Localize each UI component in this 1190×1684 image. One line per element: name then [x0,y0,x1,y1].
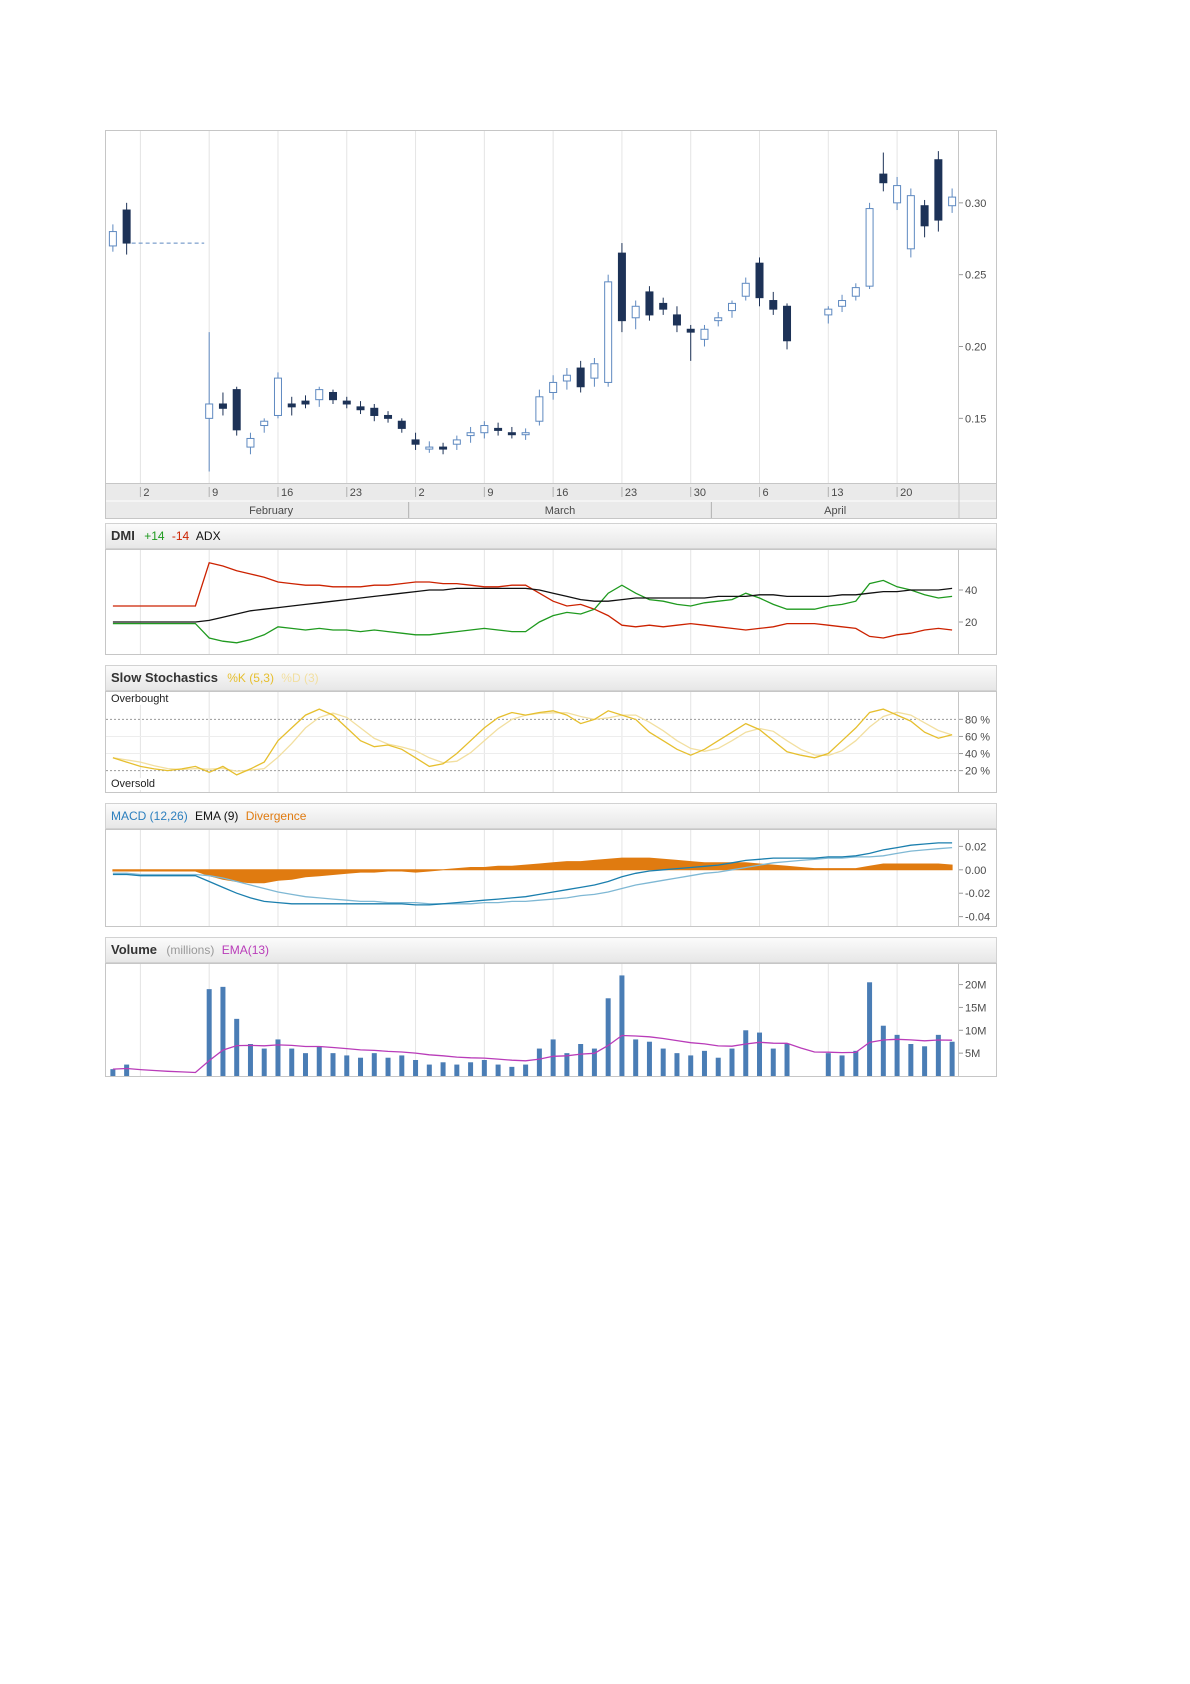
oversold-label: Oversold [109,778,158,790]
stock-chart: 0.30 0.25 0.20 0.15 2 9 16 23 2 9 16 23 30 6 13 20 Febr… [105,130,997,1077]
macd-plot-svg [112,830,960,926]
stoch-axis-svg: 80 % 60 % 40 % 20 % [959,714,990,778]
svg-text:10M: 10M [965,1025,986,1037]
dmi-minus-di-label: -14 [171,529,190,543]
dmi-plus-di-label: +14 [144,529,165,543]
macd-ema-label: EMA (9) [195,809,239,823]
svg-text:April: April [824,505,846,517]
svg-text:February: February [249,505,294,517]
svg-text:40: 40 [965,585,977,597]
svg-text:15M: 15M [965,1002,986,1014]
macd-axis-svg: 0.02 0.00 -0.02 -0.04 [959,841,990,924]
svg-text:2: 2 [143,487,149,499]
svg-text:0.30: 0.30 [965,198,986,210]
price-plot-svg [108,131,960,483]
volume-ema-label: EMA(13) [221,943,270,957]
dmi-header: DMI +14 -14 ADX [105,523,997,549]
dmi-title: DMI [111,528,135,543]
date-axis-svg: 2 9 16 23 2 9 16 23 30 6 13 20 February March April [105,484,997,519]
svg-text:0.20: 0.20 [965,342,986,354]
stochastics-title: Slow Stochastics [111,670,218,685]
svg-text:0.25: 0.25 [965,270,986,282]
svg-text:16: 16 [281,487,293,499]
macd-panel: 0.02 0.00 -0.02 -0.04 [105,829,997,927]
dmi-axis-svg: 40 20 [959,585,977,629]
svg-text:0.15: 0.15 [965,413,986,425]
svg-text:40 %: 40 % [965,749,990,761]
price-axis-svg: 0.30 0.25 0.20 0.15 [959,198,986,425]
price-panel: 0.30 0.25 0.20 0.15 [105,130,997,484]
stochastics-d-label: %D (3) [281,671,319,685]
svg-text:9: 9 [487,487,493,499]
volume-unit-label: (millions) [166,943,215,957]
svg-text:0.02: 0.02 [965,841,986,853]
svg-text:30: 30 [694,487,706,499]
svg-text:-0.02: -0.02 [965,888,990,900]
volume-axis-svg: 20M 15M 10M 5M [959,980,986,1060]
svg-text:20M: 20M [965,980,986,992]
volume-title: Volume [111,942,157,957]
svg-text:0.00: 0.00 [965,865,986,877]
svg-text:March: March [545,505,576,517]
dmi-plot-svg [112,550,960,654]
stochastics-header: Slow Stochastics %K (5,3) %D (3) [105,665,997,691]
svg-text:9: 9 [212,487,218,499]
overbought-label: Overbought [109,693,171,705]
svg-text:-0.04: -0.04 [965,912,990,924]
svg-text:16: 16 [556,487,568,499]
dmi-adx-label: ADX [195,529,221,543]
macd-divergence-label: Divergence [245,809,307,823]
svg-text:2: 2 [419,487,425,499]
volume-plot-svg [110,964,960,1076]
svg-text:20: 20 [900,487,912,499]
svg-text:80 %: 80 % [965,714,990,726]
svg-text:23: 23 [350,487,362,499]
svg-text:23: 23 [625,487,637,499]
macd-header: MACD (12,26) EMA (9) Divergence [105,803,997,829]
svg-text:5M: 5M [965,1048,980,1060]
stochastics-k-label: %K (5,3) [227,671,274,685]
svg-text:60 %: 60 % [965,731,990,743]
volume-header: Volume (millions) EMA(13) [105,937,997,963]
svg-text:6: 6 [763,487,769,499]
dmi-panel: 40 20 [105,549,997,655]
svg-text:20: 20 [965,617,977,629]
volume-panel: 20M 15M 10M 5M [105,963,997,1077]
macd-label: MACD (12,26) [111,809,188,823]
svg-text:13: 13 [831,487,843,499]
svg-text:20 %: 20 % [965,766,990,778]
stoch-plot-svg [106,692,960,792]
stochastics-panel: Overbought Oversold 80 % 60 % 40 % 20 % [105,691,997,793]
